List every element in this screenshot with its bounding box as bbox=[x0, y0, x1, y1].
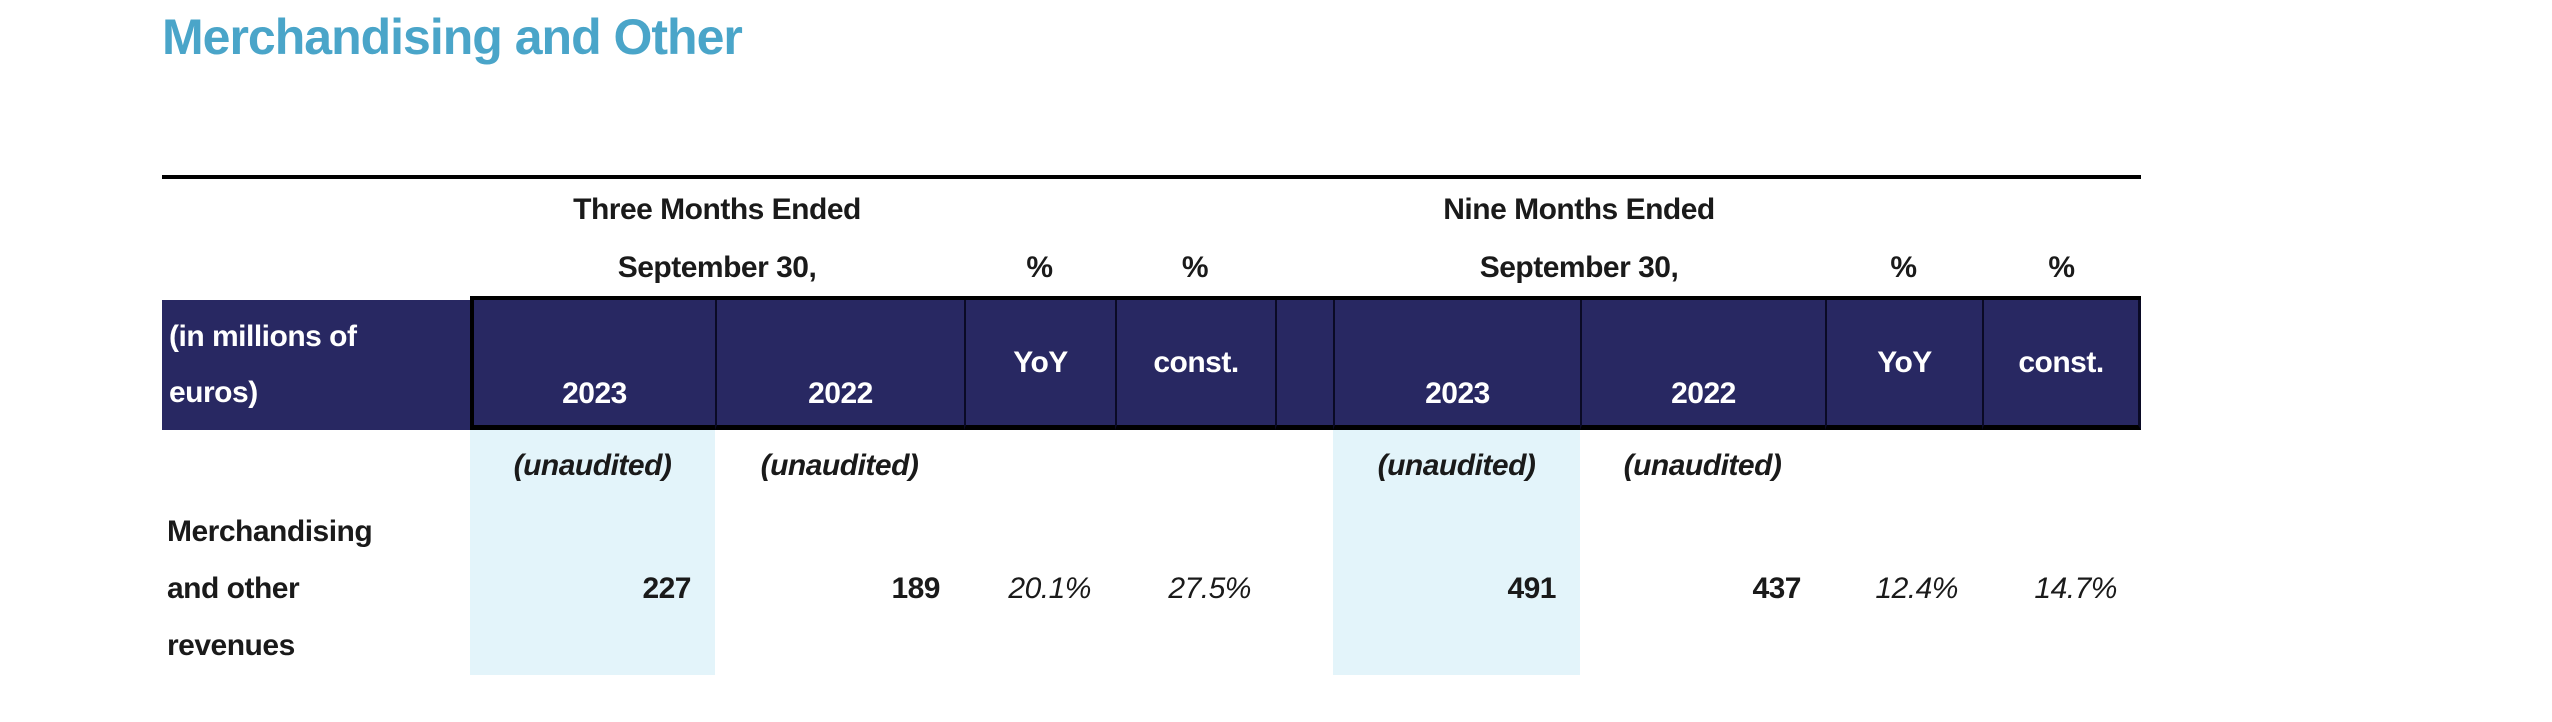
body-spacer-cell bbox=[1275, 430, 1333, 502]
merchandising-table: Three Months Ended Nine Months Ended Sep… bbox=[162, 175, 2141, 675]
value-nine-months-const-pct: 14.7% bbox=[2034, 571, 2117, 605]
body-spacer-cell bbox=[162, 430, 470, 502]
header-spacer-cell bbox=[964, 175, 1115, 240]
period-header-three-months-line2: September 30, bbox=[470, 240, 964, 300]
pct-header-three-months-const: % bbox=[1115, 240, 1275, 300]
unaudited-note-nine-months-2022: (unaudited) bbox=[1623, 449, 1782, 482]
unaudited-note-three-months-2023: (unaudited) bbox=[470, 430, 715, 502]
col-header-nine-months-2023: 2023 bbox=[1333, 300, 1580, 430]
body-spacer-cell bbox=[1825, 430, 1982, 502]
body-spacer-cell bbox=[1982, 430, 2141, 502]
header-spacer-cell bbox=[162, 175, 470, 240]
header-spacer-cell bbox=[1825, 175, 1982, 240]
col-header-nine-months-const: const. bbox=[1982, 300, 2141, 430]
header-spacer-cell bbox=[1275, 240, 1333, 300]
col-header-nine-months-2022: 2022 bbox=[1580, 300, 1825, 430]
col-header-three-months-const: const. bbox=[1115, 300, 1275, 430]
col-header-nine-months-yoy: YoY bbox=[1825, 300, 1982, 430]
header-spacer-cell bbox=[1982, 175, 2141, 240]
body-spacer-cell bbox=[1115, 430, 1275, 502]
page-title: Merchandising and Other bbox=[162, 9, 743, 65]
col-header-three-months-2023: 2023 bbox=[470, 300, 715, 430]
value-three-months-const-pct: 27.5% bbox=[1168, 571, 1251, 605]
col-header-three-months-yoy: YoY bbox=[964, 300, 1115, 430]
period-header-nine-months-line1: Nine Months Ended bbox=[1333, 175, 1825, 240]
period-header-three-months-line1: Three Months Ended bbox=[470, 175, 964, 240]
header-gap-cell bbox=[1275, 300, 1333, 430]
body-spacer-cell bbox=[964, 430, 1115, 502]
header-spacer-cell bbox=[1275, 175, 1333, 240]
table-row-label: Merchandising and other revenues bbox=[167, 515, 373, 662]
header-spacer-cell bbox=[162, 240, 470, 300]
value-nine-months-2022: 437 bbox=[1752, 571, 1801, 605]
pct-header-nine-months-yoy: % bbox=[1825, 240, 1982, 300]
unaudited-note-three-months-2022: (unaudited) bbox=[760, 449, 919, 482]
header-spacer-cell bbox=[1115, 175, 1275, 240]
pct-header-nine-months-const: % bbox=[1982, 240, 2141, 300]
value-three-months-2022: 189 bbox=[891, 571, 940, 605]
period-header-nine-months-line2: September 30, bbox=[1333, 240, 1825, 300]
col-header-three-months-2022: 2022 bbox=[715, 300, 964, 430]
value-three-months-2023: 227 bbox=[470, 502, 715, 675]
unaudited-note-nine-months-2023: (unaudited) bbox=[1333, 430, 1580, 502]
pct-header-three-months-yoy: % bbox=[964, 240, 1115, 300]
row-label-header-text: (in millions of euros) bbox=[169, 320, 357, 409]
value-nine-months-2023: 491 bbox=[1333, 502, 1580, 675]
body-spacer-cell bbox=[1275, 502, 1333, 675]
row-label-header-cell: (in millions of euros) bbox=[162, 300, 470, 430]
value-nine-months-yoy-pct: 12.4% bbox=[1875, 571, 1958, 605]
value-three-months-yoy-pct: 20.1% bbox=[1008, 571, 1091, 605]
table-row-label-cell: Merchandising and other revenues bbox=[162, 502, 470, 675]
